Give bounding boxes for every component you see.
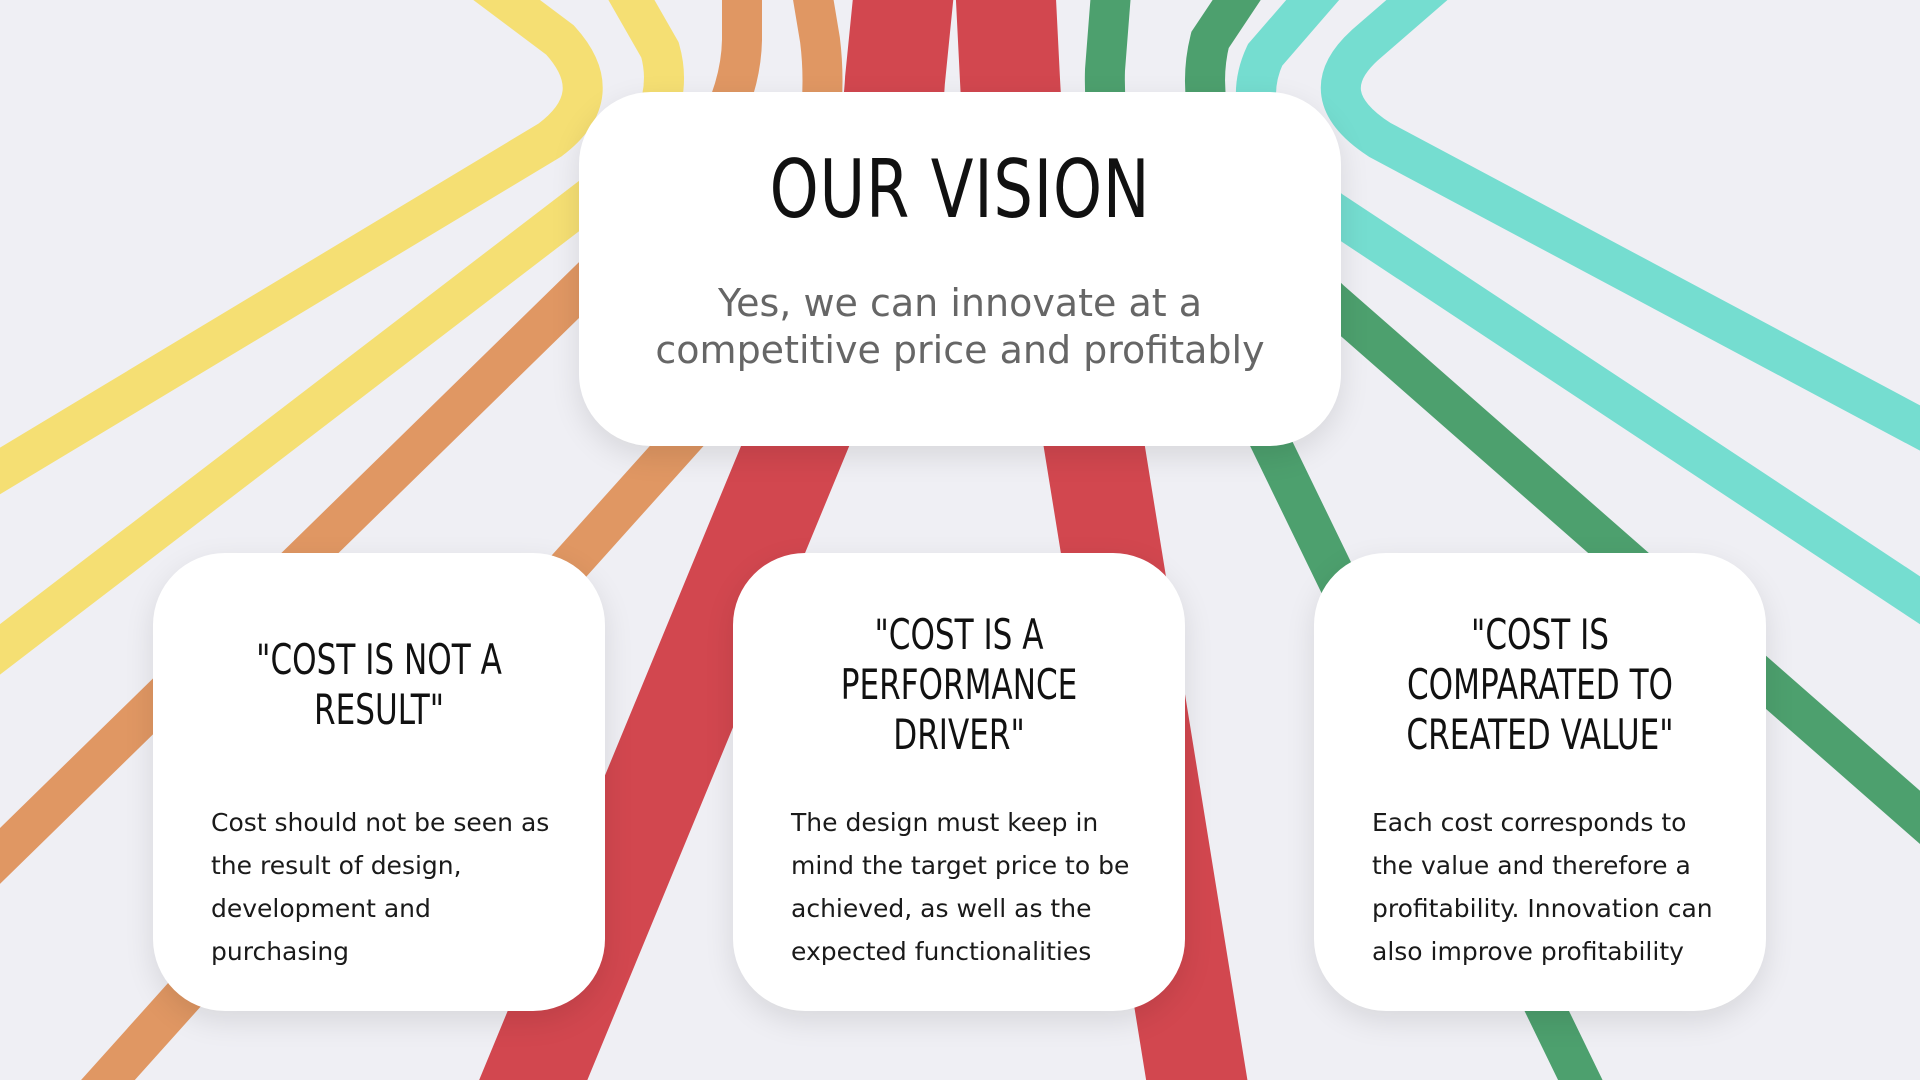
pillar-title-line-3: CREATED VALUE"	[1406, 710, 1674, 759]
stripe-yellow-outer	[0, 0, 603, 495]
pillar-title-line-2: RESULT"	[313, 685, 445, 734]
pillar-description-line-1: The design must keep in	[791, 808, 1099, 837]
pillar-description-line-3: achieved, as well as the	[791, 894, 1092, 923]
pillar-description-line-3: profitability. Innovation can	[1372, 894, 1713, 923]
pillar-description-line-2: the result of design,	[211, 851, 462, 880]
pillar-description-line-1: Cost should not be seen as	[211, 808, 550, 837]
pillar-description-line-4: expected functionalities	[791, 937, 1092, 966]
pillar-title-line-2: COMPARATED TO	[1406, 660, 1674, 709]
pillar-description: Each cost corresponds to the value and t…	[1372, 801, 1736, 973]
pillar-card-cost-not-result: "COST IS NOT A RESULT" Cost should not b…	[153, 553, 605, 1011]
pillar-description: The design must keep in mind the target …	[791, 801, 1155, 973]
vision-subtitle-line-1: Yes, we can innovate at a	[717, 281, 1203, 325]
pillar-description-line-2: the value and therefore a	[1372, 851, 1691, 880]
vision-subtitle: Yes, we can innovate at a competitive pr…	[609, 280, 1311, 374]
vision-card: OUR VISION Yes, we can innovate at a com…	[579, 92, 1341, 446]
pillar-title-line-1: "COST IS NOT A	[256, 635, 502, 684]
pillar-description-line-4: also improve profitability	[1372, 937, 1684, 966]
pillar-title-line-1: "COST IS	[1471, 610, 1609, 659]
vision-subtitle-line-2: competitive price and profitably	[655, 328, 1265, 372]
pillar-title: "COST IS COMPARATED TO CREATED VALUE"	[1388, 610, 1693, 760]
pillar-description-line-1: Each cost corresponds to	[1372, 808, 1687, 837]
page-title: OUR VISION	[769, 143, 1151, 236]
pillar-description-line-4: purchasing	[211, 937, 350, 966]
pillar-title: "COST IS NOT A RESULT"	[227, 635, 532, 735]
pillar-description-line-3: development and	[211, 894, 431, 923]
pillar-description-line-2: mind the target price to be	[791, 851, 1130, 880]
pillar-description: Cost should not be seen as the result of…	[211, 801, 575, 973]
pillar-card-created-value: "COST IS COMPARATED TO CREATED VALUE" Ea…	[1314, 553, 1766, 1011]
pillar-title-line-3: DRIVER"	[893, 710, 1025, 759]
pillar-card-performance-driver: "COST IS A PERFORMANCE DRIVER" The desig…	[733, 553, 1185, 1011]
pillar-title: "COST IS A PERFORMANCE DRIVER"	[807, 610, 1112, 760]
pillar-title-line-1: "COST IS A	[874, 610, 1044, 659]
pillar-title-line-2: PERFORMANCE	[840, 660, 1078, 709]
stripe-teal-outer	[1320, 0, 1920, 451]
